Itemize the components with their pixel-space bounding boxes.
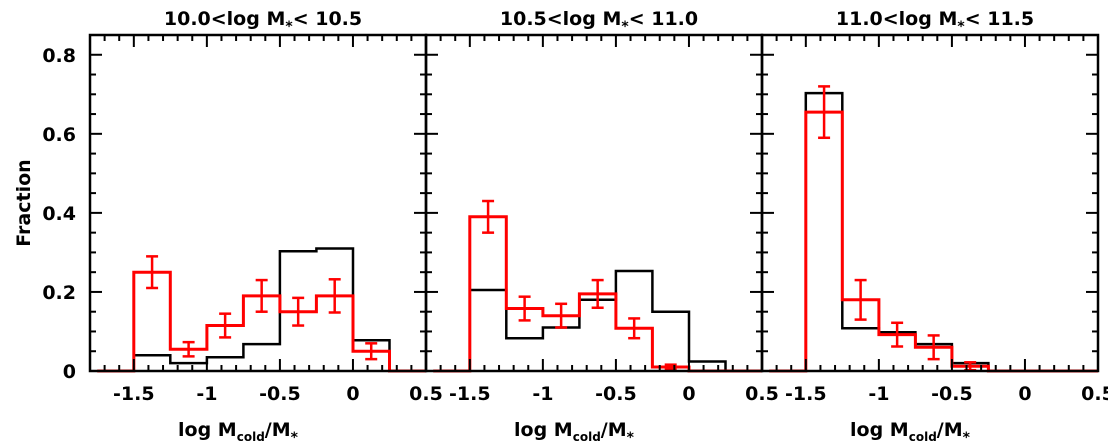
x-axis-label: log Mcold/M* (178, 419, 299, 444)
x-tick-label: -1.5 (785, 383, 827, 405)
panel-frame (760, 33, 1100, 373)
y-tick-label: 0.4 (42, 203, 76, 225)
x-tick-label: -1 (532, 383, 553, 405)
y-tick-label: 0.8 (42, 45, 76, 67)
black-histogram-line (769, 91, 1098, 373)
x-tick-label: 0.5 (1081, 383, 1108, 405)
panel-title: 10.0<log M*< 10.5 (164, 8, 362, 35)
x-tick-label: -0.5 (595, 383, 637, 405)
y-tick-label: 0 (63, 361, 76, 383)
panel-2: 10.5<log M*< 11.0 -1.5 -1 -0.5 0 0.5 log Mcold… (424, 8, 779, 444)
panel-title: 10.5<log M*< 11.0 (500, 8, 698, 35)
panel-frame (88, 33, 428, 373)
panel-frame (424, 33, 764, 373)
x-tick-label: -0.5 (259, 383, 301, 405)
x-tick-label: -1.5 (449, 383, 491, 405)
x-axis-label: log Mcold/M* (514, 419, 635, 444)
x-tick-label: -1 (196, 383, 217, 405)
x-tick-label: 0 (1018, 383, 1031, 405)
panel-1: 10.0<log M*< 10.5 -1.5 -1 -0.5 0 0.5 0 0.2 0.4 0.… (42, 8, 443, 444)
red-histogram-line (769, 110, 1098, 373)
panel-3: 11.0<log M*< 11.5 -1.5 -1 -0.5 0 0.5 log Mcold… (760, 8, 1108, 444)
x-tick-label: 0 (346, 383, 359, 405)
x-tick-label: -1.5 (113, 383, 155, 405)
x-tick-label: -1 (868, 383, 889, 405)
panel-title: 11.0<log M*< 11.5 (836, 8, 1034, 35)
x-tick-label: 0.5 (409, 383, 443, 405)
x-axis-label: log Mcold/M* (850, 419, 971, 444)
y-tick-label: 0.6 (42, 124, 76, 146)
black-histogram-line (97, 247, 426, 373)
y-axis-label: Fraction (13, 159, 35, 246)
x-tick-label: 0.5 (745, 383, 779, 405)
x-tick-label: -0.5 (931, 383, 973, 405)
y-tick-label: 0.2 (42, 282, 76, 304)
panels-group: 10.0<log M*< 10.5 -1.5 -1 -0.5 0 0.5 0 0.2 0.4 0.… (42, 8, 1108, 444)
x-tick-label: 0 (682, 383, 695, 405)
